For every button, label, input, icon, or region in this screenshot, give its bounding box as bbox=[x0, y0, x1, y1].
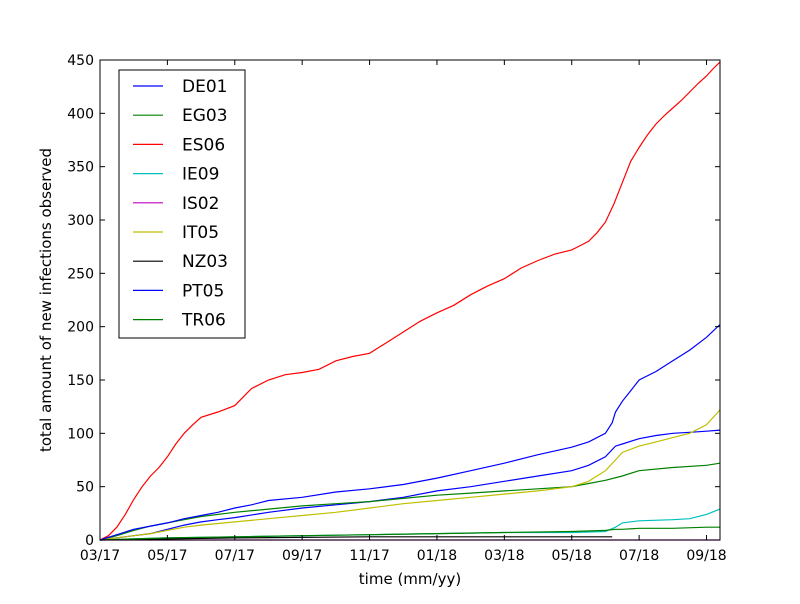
legend-label-es06: ES06 bbox=[182, 135, 225, 155]
y-tick-label: 150 bbox=[67, 373, 94, 389]
legend-label-is02: IS02 bbox=[182, 194, 219, 214]
x-tick-label: 03/17 bbox=[80, 548, 120, 564]
x-tick-label: 05/17 bbox=[147, 548, 187, 564]
y-tick-label: 400 bbox=[67, 106, 94, 122]
y-tick-label: 350 bbox=[67, 160, 94, 176]
plot-frame bbox=[99, 59, 721, 541]
legend: DE01 EG03 ES06 IE09 IS02 IT05 NZ03 PT05 TR06 bbox=[118, 69, 246, 339]
legend-label-tr06: TR06 bbox=[181, 311, 226, 331]
x-tick-label: 07/17 bbox=[215, 548, 255, 564]
x-axis-label: time (mm/yy) bbox=[359, 570, 461, 588]
y-tick-label: 450 bbox=[67, 53, 94, 69]
x-tick-label: 09/17 bbox=[282, 548, 322, 564]
series-line-pt05 bbox=[99, 324, 721, 541]
y-tick-label: 200 bbox=[67, 320, 94, 336]
legend-label-nz03: NZ03 bbox=[182, 252, 228, 272]
series-line-es06 bbox=[99, 61, 721, 541]
y-axis-label: total amount of new infections observed bbox=[37, 148, 55, 452]
x-tick-label: 09/18 bbox=[686, 548, 726, 564]
x-axis: 03/17 05/17 07/17 09/17 11/17 01/18 03/18 05/18… bbox=[80, 60, 727, 564]
y-tick-label: 100 bbox=[67, 426, 94, 442]
x-tick-label: 11/17 bbox=[349, 548, 389, 564]
series-line-de01 bbox=[99, 429, 721, 541]
x-tick-label: 03/18 bbox=[484, 548, 524, 564]
legend-label-eg03: EG03 bbox=[182, 106, 228, 126]
series-line-tr06 bbox=[99, 526, 720, 541]
legend-label-de01: DE01 bbox=[182, 77, 227, 97]
series-layer bbox=[99, 61, 721, 541]
legend-label-ie09: IE09 bbox=[182, 165, 219, 185]
y-tick-label: 50 bbox=[76, 480, 94, 496]
legend-label-pt05: PT05 bbox=[182, 281, 224, 301]
series-line-it05 bbox=[99, 409, 721, 541]
y-tick-label: 250 bbox=[67, 266, 94, 282]
y-tick-label: 0 bbox=[85, 533, 94, 549]
x-tick-label: 01/18 bbox=[417, 548, 457, 564]
y-tick-label: 300 bbox=[67, 213, 94, 229]
x-tick-label: 05/18 bbox=[552, 548, 592, 564]
legend-label-it05: IT05 bbox=[182, 223, 219, 243]
y-axis: 0 50 100 150 200 250 300 350 400 450 bbox=[67, 53, 720, 549]
x-tick-label: 07/18 bbox=[619, 548, 659, 564]
